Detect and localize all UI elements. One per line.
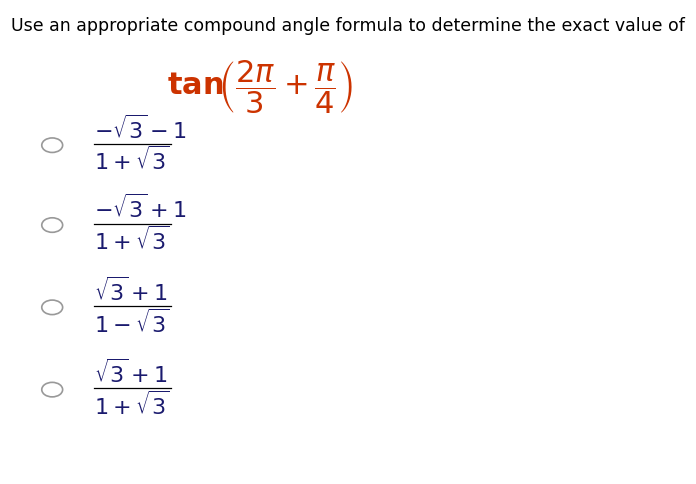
- Text: $\sqrt{3}+1$: $\sqrt{3}+1$: [94, 360, 168, 388]
- Text: $\mathbf{tan}\!\left(\dfrac{2\pi}{3}+\dfrac{\pi}{4}\right)$: $\mathbf{tan}\!\left(\dfrac{2\pi}{3}+\df…: [167, 58, 354, 116]
- Text: $-\sqrt{3}+1$: $-\sqrt{3}+1$: [94, 195, 187, 223]
- Text: Use an appropriate compound angle formula to determine the exact value of: Use an appropriate compound angle formul…: [11, 17, 685, 35]
- Text: $1+\sqrt{3}$: $1+\sqrt{3}$: [94, 147, 170, 175]
- Text: $-\sqrt{3}-1$: $-\sqrt{3}-1$: [94, 115, 187, 143]
- Text: $1+\sqrt{3}$: $1+\sqrt{3}$: [94, 392, 170, 420]
- Text: $\sqrt{3}+1$: $\sqrt{3}+1$: [94, 277, 168, 305]
- Text: $1+\sqrt{3}$: $1+\sqrt{3}$: [94, 227, 170, 255]
- Text: $1-\sqrt{3}$: $1-\sqrt{3}$: [94, 309, 170, 337]
